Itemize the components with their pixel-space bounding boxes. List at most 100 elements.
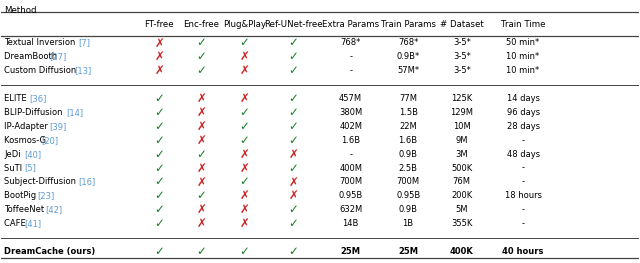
- Text: ✓: ✓: [288, 203, 298, 216]
- Text: 400K: 400K: [450, 247, 474, 256]
- Text: ✓: ✓: [288, 64, 298, 77]
- Text: ✓: ✓: [154, 245, 164, 258]
- Text: ✓: ✓: [288, 37, 298, 49]
- Text: 457M: 457M: [339, 94, 362, 103]
- Text: ✗: ✗: [240, 217, 250, 230]
- Text: 3-5*: 3-5*: [453, 38, 470, 47]
- Text: ✓: ✓: [154, 203, 164, 216]
- Text: ✓: ✓: [288, 134, 298, 147]
- Text: 18 hours: 18 hours: [504, 191, 541, 200]
- Text: -: -: [522, 205, 525, 214]
- Text: ✓: ✓: [196, 189, 206, 202]
- Text: ✓: ✓: [154, 217, 164, 230]
- Text: IP-Adapter: IP-Adapter: [4, 122, 51, 131]
- Text: BLIP-Diffusion: BLIP-Diffusion: [4, 108, 65, 117]
- Text: 22M: 22M: [399, 122, 417, 131]
- Text: ✓: ✓: [240, 106, 250, 119]
- Text: [39]: [39]: [50, 122, 67, 131]
- Text: ✗: ✗: [288, 175, 298, 189]
- Text: 0.9B: 0.9B: [399, 205, 418, 214]
- Text: 402M: 402M: [339, 122, 362, 131]
- Text: [7]: [7]: [79, 38, 91, 47]
- Text: FT-free: FT-free: [144, 20, 174, 29]
- Text: ✓: ✓: [288, 106, 298, 119]
- Text: [20]: [20]: [42, 136, 58, 145]
- Text: ✓: ✓: [288, 92, 298, 105]
- Text: 10 min*: 10 min*: [506, 52, 540, 61]
- Text: ✗: ✗: [240, 64, 250, 77]
- Text: DreamCache (ours): DreamCache (ours): [4, 247, 95, 256]
- Text: -: -: [349, 52, 352, 61]
- Text: ✗: ✗: [196, 203, 206, 216]
- Text: ✓: ✓: [288, 120, 298, 133]
- Text: ✗: ✗: [240, 50, 250, 63]
- Text: Ref-UNet-free: Ref-UNet-free: [264, 20, 323, 29]
- Text: [41]: [41]: [25, 219, 42, 228]
- Text: 3-5*: 3-5*: [453, 52, 470, 61]
- Text: ✗: ✗: [240, 161, 250, 175]
- Text: 200K: 200K: [451, 191, 472, 200]
- Text: # Dataset: # Dataset: [440, 20, 484, 29]
- Text: 25M: 25M: [398, 247, 418, 256]
- Text: 125K: 125K: [451, 94, 472, 103]
- Text: ✓: ✓: [240, 120, 250, 133]
- Text: -: -: [522, 164, 525, 173]
- Text: -: -: [349, 66, 352, 75]
- Text: [27]: [27]: [50, 52, 67, 61]
- Text: ✓: ✓: [196, 148, 206, 161]
- Text: ✗: ✗: [196, 161, 206, 175]
- Text: [5]: [5]: [25, 164, 36, 173]
- Text: 355K: 355K: [451, 219, 472, 228]
- Text: ✓: ✓: [288, 50, 298, 63]
- Text: 76M: 76M: [452, 178, 471, 186]
- Text: 1.6B: 1.6B: [341, 136, 360, 145]
- Text: 400M: 400M: [339, 164, 362, 173]
- Text: 50 min*: 50 min*: [506, 38, 540, 47]
- Text: -: -: [349, 150, 352, 159]
- Text: Train Time: Train Time: [501, 20, 545, 29]
- Text: CAFE: CAFE: [4, 219, 28, 228]
- Text: 2.5B: 2.5B: [399, 164, 418, 173]
- Text: ✓: ✓: [154, 175, 164, 189]
- Text: ✗: ✗: [196, 120, 206, 133]
- Text: 1.6B: 1.6B: [399, 136, 418, 145]
- Text: 5M: 5M: [456, 205, 468, 214]
- Text: 768*: 768*: [398, 38, 419, 47]
- Text: SuTI: SuTI: [4, 164, 24, 173]
- Text: 3M: 3M: [456, 150, 468, 159]
- Text: ✓: ✓: [196, 245, 206, 258]
- Text: Custom Diffusion: Custom Diffusion: [4, 66, 79, 75]
- Text: ✓: ✓: [196, 64, 206, 77]
- Text: 10M: 10M: [453, 122, 470, 131]
- Text: ✗: ✗: [154, 64, 164, 77]
- Text: Kosmos-G: Kosmos-G: [4, 136, 49, 145]
- Text: ✓: ✓: [196, 50, 206, 63]
- Text: ✓: ✓: [240, 245, 250, 258]
- Text: 129M: 129M: [451, 108, 473, 117]
- Text: ✓: ✓: [154, 106, 164, 119]
- Text: ✗: ✗: [196, 217, 206, 230]
- Text: ✓: ✓: [154, 189, 164, 202]
- Text: 40 hours: 40 hours: [502, 247, 544, 256]
- Text: ✗: ✗: [288, 189, 298, 202]
- Text: ✓: ✓: [154, 92, 164, 105]
- Text: ✗: ✗: [288, 148, 298, 161]
- Text: JeDi: JeDi: [4, 150, 23, 159]
- Text: ✓: ✓: [196, 37, 206, 49]
- Text: Enc-free: Enc-free: [183, 20, 220, 29]
- Text: Method: Method: [4, 6, 36, 15]
- Text: ✓: ✓: [288, 245, 298, 258]
- Text: ToffeeNet: ToffeeNet: [4, 205, 47, 214]
- Text: BootPig: BootPig: [4, 191, 38, 200]
- Text: 3-5*: 3-5*: [453, 66, 470, 75]
- Text: 48 days: 48 days: [506, 150, 540, 159]
- Text: -: -: [522, 178, 525, 186]
- Text: [16]: [16]: [79, 178, 96, 186]
- Text: -: -: [522, 219, 525, 228]
- Text: ✓: ✓: [154, 134, 164, 147]
- Text: 28 days: 28 days: [506, 122, 540, 131]
- Text: 1B: 1B: [403, 219, 413, 228]
- Text: [40]: [40]: [25, 150, 42, 159]
- Text: 9M: 9M: [456, 136, 468, 145]
- Text: -: -: [522, 136, 525, 145]
